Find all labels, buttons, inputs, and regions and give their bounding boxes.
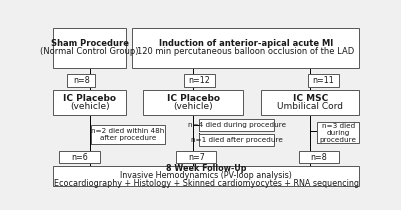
Text: Umbilical Cord: Umbilical Cord: [277, 102, 343, 111]
FancyBboxPatch shape: [53, 28, 126, 68]
Text: n=4 died during procedure: n=4 died during procedure: [188, 122, 286, 128]
Text: IC Placebo: IC Placebo: [63, 94, 116, 102]
Text: (Normal Control Group): (Normal Control Group): [41, 47, 139, 56]
FancyBboxPatch shape: [59, 151, 100, 163]
FancyBboxPatch shape: [144, 90, 243, 115]
Text: n=8: n=8: [310, 153, 327, 162]
Text: n=11: n=11: [313, 76, 334, 85]
FancyBboxPatch shape: [132, 28, 359, 68]
Text: n=1 died after procedure: n=1 died after procedure: [190, 137, 283, 143]
Text: (vehicle): (vehicle): [70, 102, 109, 111]
FancyBboxPatch shape: [184, 74, 215, 87]
Text: n=12: n=12: [188, 76, 210, 85]
Text: IC MSC: IC MSC: [293, 94, 328, 102]
FancyBboxPatch shape: [199, 119, 274, 131]
FancyBboxPatch shape: [299, 151, 339, 163]
FancyBboxPatch shape: [67, 74, 95, 87]
Text: 8 Week Follow-Up: 8 Week Follow-Up: [166, 164, 247, 173]
FancyBboxPatch shape: [261, 90, 359, 115]
Text: n=2 died within 48h
after procedure: n=2 died within 48h after procedure: [91, 128, 164, 141]
FancyBboxPatch shape: [53, 90, 126, 115]
Text: Ecocardiography + Histology + Skinned cardiomyocytes + RNA sequencing: Ecocardiography + Histology + Skinned ca…: [54, 179, 359, 188]
Text: Invasive Hemodynamics (PV-loop analysis): Invasive Hemodynamics (PV-loop analysis): [120, 172, 292, 180]
FancyBboxPatch shape: [199, 134, 274, 147]
Text: n=6: n=6: [71, 153, 88, 162]
Text: n=7: n=7: [188, 153, 205, 162]
Text: (vehicle): (vehicle): [173, 102, 213, 111]
FancyBboxPatch shape: [53, 166, 359, 186]
FancyBboxPatch shape: [318, 122, 359, 143]
Text: IC Placebo: IC Placebo: [166, 94, 220, 102]
Text: n=3 died
during
procedure: n=3 died during procedure: [320, 123, 357, 143]
Text: 120 min percutaneous balloon occlusion of the LAD: 120 min percutaneous balloon occlusion o…: [137, 47, 354, 56]
Text: n=8: n=8: [73, 76, 89, 85]
FancyBboxPatch shape: [91, 125, 165, 144]
Text: Induction of anterior-apical acute MI: Induction of anterior-apical acute MI: [159, 39, 333, 48]
FancyBboxPatch shape: [176, 151, 217, 163]
Text: Sham Procedure: Sham Procedure: [51, 39, 129, 48]
FancyBboxPatch shape: [308, 74, 339, 87]
